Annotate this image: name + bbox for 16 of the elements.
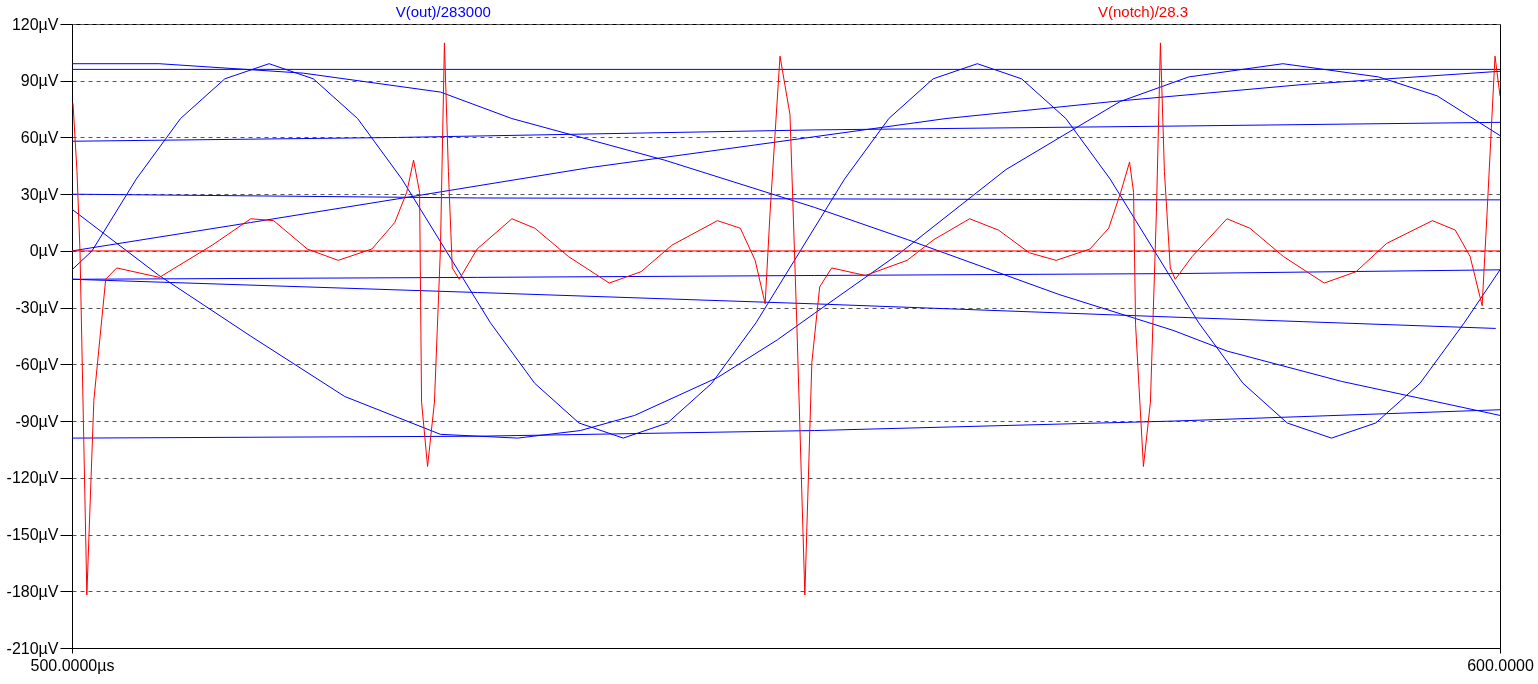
- text: V(notch)/28.3: [1097, 3, 1189, 20]
- y-tick-label: 120µV: [11, 15, 59, 33]
- y-tick-label: -120µV: [6, 469, 59, 487]
- text: V(out)/283000: [395, 3, 491, 20]
- x-tick-label: 500.0000µs: [30, 656, 115, 674]
- y-tick-label: -30µV: [15, 299, 59, 317]
- y-tick-label: -90µV: [15, 412, 59, 430]
- y-tick-label: 30µV: [20, 185, 59, 203]
- y-tick-label: -180µV: [6, 582, 59, 600]
- y-tick-label: -150µV: [6, 526, 59, 544]
- y-tick-label: 0µV: [29, 242, 59, 260]
- y-tick-label: -210µV: [6, 639, 59, 657]
- y-tick-label: 90µV: [20, 72, 59, 90]
- x-tick-label: 600.0000: [1467, 656, 1534, 674]
- y-tick-label: 60µV: [20, 128, 59, 146]
- y-tick-label: -60µV: [15, 355, 59, 373]
